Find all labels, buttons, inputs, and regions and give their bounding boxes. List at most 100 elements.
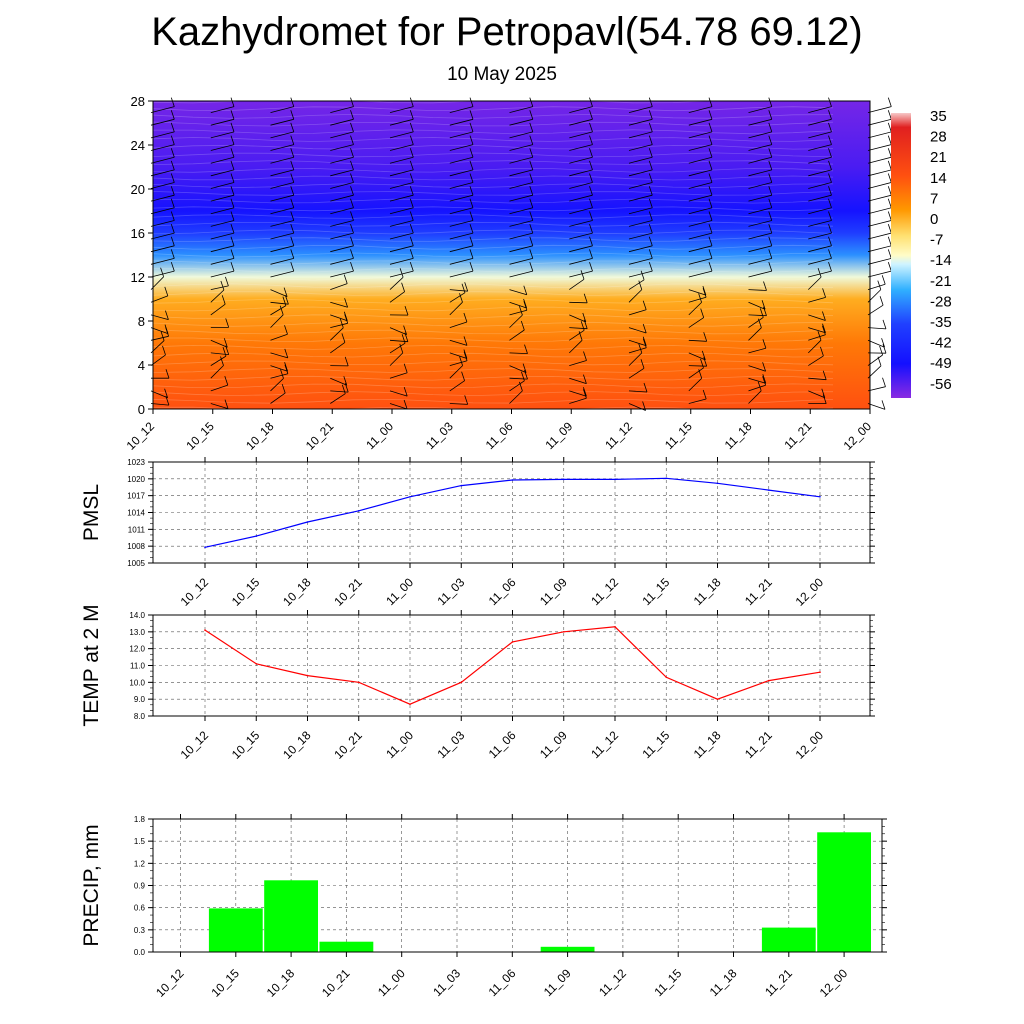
wind-barb-feather xyxy=(882,344,887,354)
x-tick-label: 11_18 xyxy=(707,966,740,999)
colorbar-label: -28 xyxy=(930,293,952,310)
wind-barb-shaft xyxy=(688,296,707,303)
y-tick-label: 10.0 xyxy=(129,678,145,687)
wind-barb-shaft xyxy=(628,270,653,278)
wind-barb-feather xyxy=(529,135,534,145)
y-axis-title: PRECIP, mm xyxy=(80,824,103,946)
wind-barb-feather xyxy=(702,285,707,296)
wind-barb-shaft xyxy=(808,182,832,189)
wind-barb-feather xyxy=(170,198,175,208)
temp-data-point xyxy=(511,641,514,643)
wind-barb-shaft xyxy=(628,118,653,126)
wind-barb-shaft xyxy=(449,182,474,189)
x-tick-label: 11_09 xyxy=(537,728,570,761)
wind-barb-feather xyxy=(879,296,884,306)
wind-barb-shaft xyxy=(210,194,235,202)
wind-barb-shaft xyxy=(150,245,175,253)
wind-barb-shaft xyxy=(330,118,354,126)
wind-barb-feather xyxy=(230,236,235,246)
wind-barb xyxy=(449,349,468,359)
wind-barb-feather xyxy=(708,186,713,196)
wind-barb-feather xyxy=(768,236,773,246)
wind-barb-feather xyxy=(220,356,224,366)
wind-barb-feather xyxy=(520,320,525,331)
wind-barb-feather xyxy=(638,280,643,290)
temp-data-point xyxy=(563,631,565,633)
wind-barb xyxy=(389,223,414,240)
wind-barb-shaft xyxy=(867,283,886,290)
wind-barb-shaft xyxy=(748,232,772,240)
colorbar-label: -35 xyxy=(930,314,952,331)
wind-barb-feather xyxy=(822,325,826,335)
wind-barb xyxy=(509,363,527,373)
wind-barb-feather xyxy=(768,160,773,171)
wind-barb-feather xyxy=(464,282,469,292)
cross-x-tick-label: 10_18 xyxy=(243,419,277,453)
wind-barb xyxy=(808,394,827,404)
wind-barb xyxy=(867,377,886,392)
wind-barb-shaft xyxy=(688,169,713,177)
colorbar-swatch xyxy=(891,113,911,398)
wind-barb xyxy=(150,324,169,334)
wind-barb-shaft xyxy=(509,301,527,309)
wind-barb xyxy=(330,173,354,189)
wind-barb-shaft xyxy=(628,232,653,240)
wind-barb xyxy=(150,173,175,189)
wind-barb xyxy=(150,160,175,177)
wind-barb-shaft xyxy=(389,342,406,354)
temp-data-point xyxy=(614,626,616,628)
wind-barb-feather xyxy=(350,97,354,107)
wind-barb-feather xyxy=(583,293,588,303)
wind-barb xyxy=(867,110,892,126)
wind-barb xyxy=(449,395,469,405)
wind-barb xyxy=(389,236,414,253)
wind-barb xyxy=(509,369,528,380)
wind-barb xyxy=(569,135,593,151)
wind-barb xyxy=(748,198,773,215)
wind-barb xyxy=(330,261,354,278)
wind-barb-feather xyxy=(230,160,235,171)
wind-barb-shaft xyxy=(628,339,647,347)
wind-barb xyxy=(389,148,414,164)
wind-barb-feather xyxy=(170,173,175,183)
wind-barb xyxy=(628,186,653,202)
y-tick-label: 1005 xyxy=(127,559,145,568)
wind-barb-feather xyxy=(164,286,169,297)
colorbar-label: -14 xyxy=(930,252,952,269)
cross-x-tick-label: 10_21 xyxy=(303,419,337,453)
wind-barb-shaft xyxy=(270,194,294,202)
wind-barb-shaft xyxy=(509,352,528,354)
wind-barb xyxy=(808,211,832,227)
wind-barb xyxy=(808,346,824,366)
wind-barb-feather xyxy=(648,249,653,259)
wind-barb xyxy=(867,173,892,189)
wind-barb xyxy=(210,148,235,164)
wind-barb xyxy=(808,186,832,202)
wind-barb-shaft xyxy=(688,182,713,189)
wind-barb-feather xyxy=(887,110,892,120)
wind-barb-feather xyxy=(170,211,175,221)
wind-barb xyxy=(808,261,832,278)
wind-barb-feather xyxy=(828,122,832,133)
wind-barb xyxy=(688,249,713,265)
wind-barb xyxy=(628,280,643,303)
wind-barb-shaft xyxy=(389,390,408,397)
wind-barb xyxy=(569,351,587,366)
wind-barb xyxy=(270,236,295,253)
wind-barb-feather xyxy=(170,160,175,171)
wind-barb-shaft xyxy=(688,144,713,151)
wind-barb-feather xyxy=(887,186,892,196)
wind-barb-feather xyxy=(469,249,474,259)
x-tick-label: 10_15 xyxy=(208,966,242,1000)
wind-barb-feather xyxy=(290,198,295,208)
wind-barb-shaft xyxy=(628,169,653,177)
wind-barb-feather xyxy=(170,135,175,145)
y-tick-label: 0.3 xyxy=(134,926,146,935)
x-tick-label: 11_18 xyxy=(691,575,724,608)
wind-barb-feather xyxy=(529,236,534,246)
wind-barb xyxy=(449,261,474,278)
contour-line xyxy=(152,329,834,335)
x-tick-label: 10_18 xyxy=(264,966,298,1000)
wind-barb-shaft xyxy=(210,303,226,316)
x-tick-label: 12_00 xyxy=(793,575,827,609)
